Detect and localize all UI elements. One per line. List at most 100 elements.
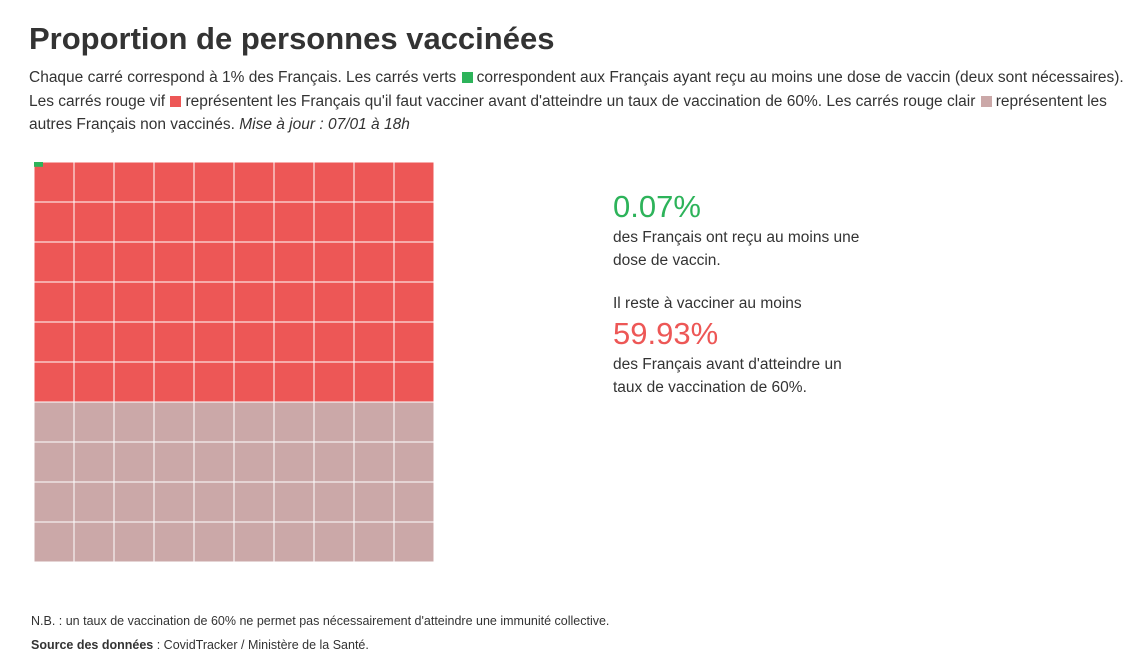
waffle-square-to-vaccinate xyxy=(393,162,434,203)
waffle-square-other xyxy=(73,441,115,483)
waffle-square-to-vaccinate xyxy=(73,321,115,363)
waffle-square-to-vaccinate xyxy=(113,321,155,363)
waffle-square-other xyxy=(273,481,315,523)
waffle-square-to-vaccinate xyxy=(113,281,155,323)
remaining-percentage: 59.93% xyxy=(613,316,719,351)
chart-description: Chaque carré correspond à 1% des Françai… xyxy=(29,66,1124,137)
waffle-square-to-vaccinate xyxy=(353,201,395,243)
waffle-square-to-vaccinate xyxy=(313,281,355,323)
remaining-intro: Il reste à vacciner au moins xyxy=(613,295,802,312)
waffle-square-to-vaccinate xyxy=(353,241,395,283)
waffle-square-to-vaccinate xyxy=(393,241,434,283)
waffle-square-to-vaccinate xyxy=(153,361,195,403)
waffle-square-to-vaccinate xyxy=(73,162,115,203)
waffle-square-to-vaccinate xyxy=(34,361,75,403)
waffle-square-other xyxy=(153,441,195,483)
waffle-square-other xyxy=(113,441,155,483)
waffle-square-to-vaccinate xyxy=(233,241,275,283)
waffle-square-other xyxy=(273,401,315,443)
waffle-square-other xyxy=(193,521,235,562)
waffle-square-to-vaccinate xyxy=(113,162,155,203)
description-part-4: représentent les autres Français non vac… xyxy=(29,92,1107,134)
waffle-square-to-vaccinate xyxy=(113,361,155,403)
waffle-square-to-vaccinate xyxy=(353,361,395,403)
waffle-square-to-vaccinate xyxy=(153,201,195,243)
waffle-square-other xyxy=(353,441,395,483)
waffle-square-to-vaccinate xyxy=(153,321,195,363)
waffle-square-to-vaccinate xyxy=(313,241,355,283)
vaccinated-percentage: 0.07% xyxy=(613,189,701,224)
waffle-square-other xyxy=(313,401,355,443)
waffle-square-to-vaccinate xyxy=(393,201,434,243)
stats-panel: 0.07% des Français ont reçu au moins une… xyxy=(613,188,913,399)
waffle-square-other xyxy=(313,441,355,483)
waffle-square-to-vaccinate xyxy=(193,281,235,323)
waffle-square-to-vaccinate xyxy=(73,201,115,243)
waffle-square-to-vaccinate xyxy=(273,281,315,323)
waffle-square-to-vaccinate xyxy=(34,281,75,323)
description-part-2: correspondent aux Français ayant reçu au… xyxy=(29,69,1124,110)
waffle-square-to-vaccinate xyxy=(153,241,195,283)
waffle-square-to-vaccinate xyxy=(273,162,315,203)
waffle-square-other xyxy=(393,441,434,483)
waffle-square-other xyxy=(393,521,434,562)
description-part-3: représentent les Français qu'il faut vac… xyxy=(185,92,976,110)
waffle-square-other xyxy=(393,481,434,523)
waffle-square-other xyxy=(34,401,75,443)
waffle-square-to-vaccinate xyxy=(113,241,155,283)
waffle-square-other xyxy=(353,401,395,443)
waffle-square-to-vaccinate xyxy=(153,162,195,203)
waffle-square-other xyxy=(113,521,155,562)
waffle-square-to-vaccinate xyxy=(273,361,315,403)
waffle-square-other xyxy=(233,521,275,562)
waffle-square-to-vaccinate xyxy=(34,241,75,283)
waffle-square-to-vaccinate xyxy=(353,321,395,363)
waffle-square-to-vaccinate xyxy=(393,361,434,403)
waffle-square-to-vaccinate xyxy=(193,162,235,203)
waffle-square-other xyxy=(233,401,275,443)
waffle-square-to-vaccinate xyxy=(313,321,355,363)
waffle-square-other xyxy=(153,481,195,523)
waffle-square-to-vaccinate xyxy=(313,361,355,403)
waffle-square-other xyxy=(353,481,395,523)
waffle-square-to-vaccinate xyxy=(34,201,75,243)
light-red-swatch-icon xyxy=(980,95,992,107)
waffle-square-to-vaccinate xyxy=(233,201,275,243)
waffle-square-to-vaccinate xyxy=(313,162,355,203)
waffle-square-to-vaccinate xyxy=(193,361,235,403)
green-swatch-icon xyxy=(461,72,473,83)
waffle-square-to-vaccinate xyxy=(353,281,395,323)
waffle-square-to-vaccinate xyxy=(233,162,275,203)
source-label: Source des données xyxy=(31,638,154,652)
waffle-square-to-vaccinate xyxy=(273,321,315,363)
footnote: N.B. : un taux de vaccination de 60% ne … xyxy=(31,614,610,628)
waffle-square-to-vaccinate xyxy=(393,321,434,363)
waffle-square-other xyxy=(34,521,75,562)
waffle-square-vaccinated xyxy=(34,162,43,167)
waffle-square-to-vaccinate xyxy=(73,241,115,283)
waffle-square-other xyxy=(193,401,235,443)
waffle-chart xyxy=(34,162,434,562)
waffle-square-to-vaccinate xyxy=(73,361,115,403)
waffle-square-other xyxy=(34,441,75,483)
waffle-square-other xyxy=(273,441,315,483)
waffle-square-to-vaccinate xyxy=(233,361,275,403)
waffle-square-to-vaccinate xyxy=(233,281,275,323)
remaining-description: des Français avant d'atteindre un taux d… xyxy=(613,356,842,396)
waffle-square-to-vaccinate xyxy=(34,321,75,363)
waffle-square-to-vaccinate xyxy=(273,201,315,243)
waffle-square-to-vaccinate xyxy=(273,241,315,283)
waffle-square-to-vaccinate xyxy=(113,201,155,243)
description-part-1: Chaque carré correspond à 1% des Françai… xyxy=(29,69,457,86)
waffle-square-other xyxy=(193,441,235,483)
waffle-square-other xyxy=(73,401,115,443)
waffle-square-other xyxy=(34,481,75,523)
source-line: Source des données : CovidTracker / Mini… xyxy=(31,638,369,652)
waffle-square-to-vaccinate xyxy=(153,281,195,323)
source-text: : CovidTracker / Ministère de la Santé. xyxy=(153,638,369,652)
waffle-square-other xyxy=(233,481,275,523)
waffle-square-to-vaccinate xyxy=(313,201,355,243)
waffle-square-other xyxy=(153,521,195,562)
waffle-square-other xyxy=(73,481,115,523)
waffle-square-other xyxy=(153,401,195,443)
